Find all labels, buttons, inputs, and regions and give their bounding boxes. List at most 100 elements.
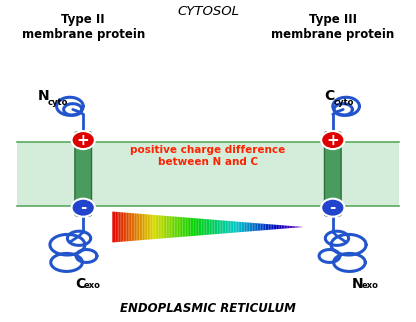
Polygon shape [214,220,216,234]
Polygon shape [138,213,139,241]
Polygon shape [251,223,253,231]
Polygon shape [216,220,218,234]
Polygon shape [283,225,285,229]
Polygon shape [275,225,277,229]
Polygon shape [166,216,168,238]
Polygon shape [146,214,147,240]
Polygon shape [224,221,225,233]
Polygon shape [273,224,275,230]
Polygon shape [243,222,245,232]
Polygon shape [230,221,232,233]
Polygon shape [218,220,219,234]
Polygon shape [294,226,296,228]
Polygon shape [281,225,283,229]
Polygon shape [264,224,265,230]
Polygon shape [297,226,299,228]
Polygon shape [122,212,124,242]
Polygon shape [233,221,235,233]
Polygon shape [124,213,125,242]
Polygon shape [259,223,260,231]
Polygon shape [195,218,197,236]
Text: cyto: cyto [48,98,68,107]
Polygon shape [194,218,195,236]
Polygon shape [197,218,198,236]
Polygon shape [131,213,133,241]
Polygon shape [128,213,130,241]
Polygon shape [258,223,259,231]
Polygon shape [229,221,230,233]
Polygon shape [206,219,208,235]
Polygon shape [158,215,160,239]
Text: -: - [329,200,336,215]
Polygon shape [191,218,192,236]
Polygon shape [184,217,186,237]
Text: ENDOPLASMIC RETICULUM: ENDOPLASMIC RETICULUM [120,302,296,315]
Polygon shape [176,217,178,237]
Polygon shape [291,226,292,228]
Text: Type II
membrane protein: Type II membrane protein [22,13,145,41]
Polygon shape [192,218,194,236]
Polygon shape [240,222,241,232]
Polygon shape [278,225,280,229]
Text: positive charge difference
between N and C: positive charge difference between N and… [130,145,286,167]
Polygon shape [292,226,294,228]
Polygon shape [171,216,173,238]
Text: cyto: cyto [334,98,354,107]
Polygon shape [173,216,174,238]
Polygon shape [135,213,136,241]
Text: Type III
membrane protein: Type III membrane protein [271,13,394,41]
Text: N: N [352,277,363,291]
Polygon shape [225,221,227,233]
Polygon shape [198,219,200,235]
Polygon shape [248,223,250,232]
Polygon shape [170,216,171,238]
Text: -: - [80,200,87,215]
Text: exo: exo [362,281,379,290]
Polygon shape [181,217,183,237]
Polygon shape [227,221,229,233]
Polygon shape [267,224,269,230]
Polygon shape [139,214,141,240]
Polygon shape [232,221,233,233]
Polygon shape [119,212,120,242]
Polygon shape [253,223,254,231]
Polygon shape [168,216,170,238]
Polygon shape [285,225,286,229]
Polygon shape [277,225,278,229]
Text: +: + [77,133,89,147]
Polygon shape [154,215,155,239]
Polygon shape [210,219,211,235]
Polygon shape [126,213,128,241]
Polygon shape [246,223,248,232]
Polygon shape [296,226,297,228]
Polygon shape [130,213,131,241]
Polygon shape [286,226,288,228]
Polygon shape [125,213,126,242]
Polygon shape [141,214,143,240]
Polygon shape [189,218,191,236]
Polygon shape [272,224,273,230]
Polygon shape [116,212,117,242]
Polygon shape [256,223,258,231]
Polygon shape [290,226,291,228]
Polygon shape [237,222,238,232]
Polygon shape [187,218,189,236]
Polygon shape [200,219,202,235]
Polygon shape [117,212,119,242]
Polygon shape [144,214,146,240]
Polygon shape [213,220,214,234]
Polygon shape [155,215,157,239]
Polygon shape [157,215,158,239]
Polygon shape [163,216,165,238]
Polygon shape [143,214,144,240]
Polygon shape [241,222,243,232]
Circle shape [72,199,95,217]
Polygon shape [211,220,213,234]
Polygon shape [151,215,152,239]
Polygon shape [133,213,135,241]
Polygon shape [165,216,166,238]
Polygon shape [112,212,114,242]
Text: CYTOSOL: CYTOSOL [177,5,239,18]
Polygon shape [205,219,206,235]
Polygon shape [288,226,290,228]
